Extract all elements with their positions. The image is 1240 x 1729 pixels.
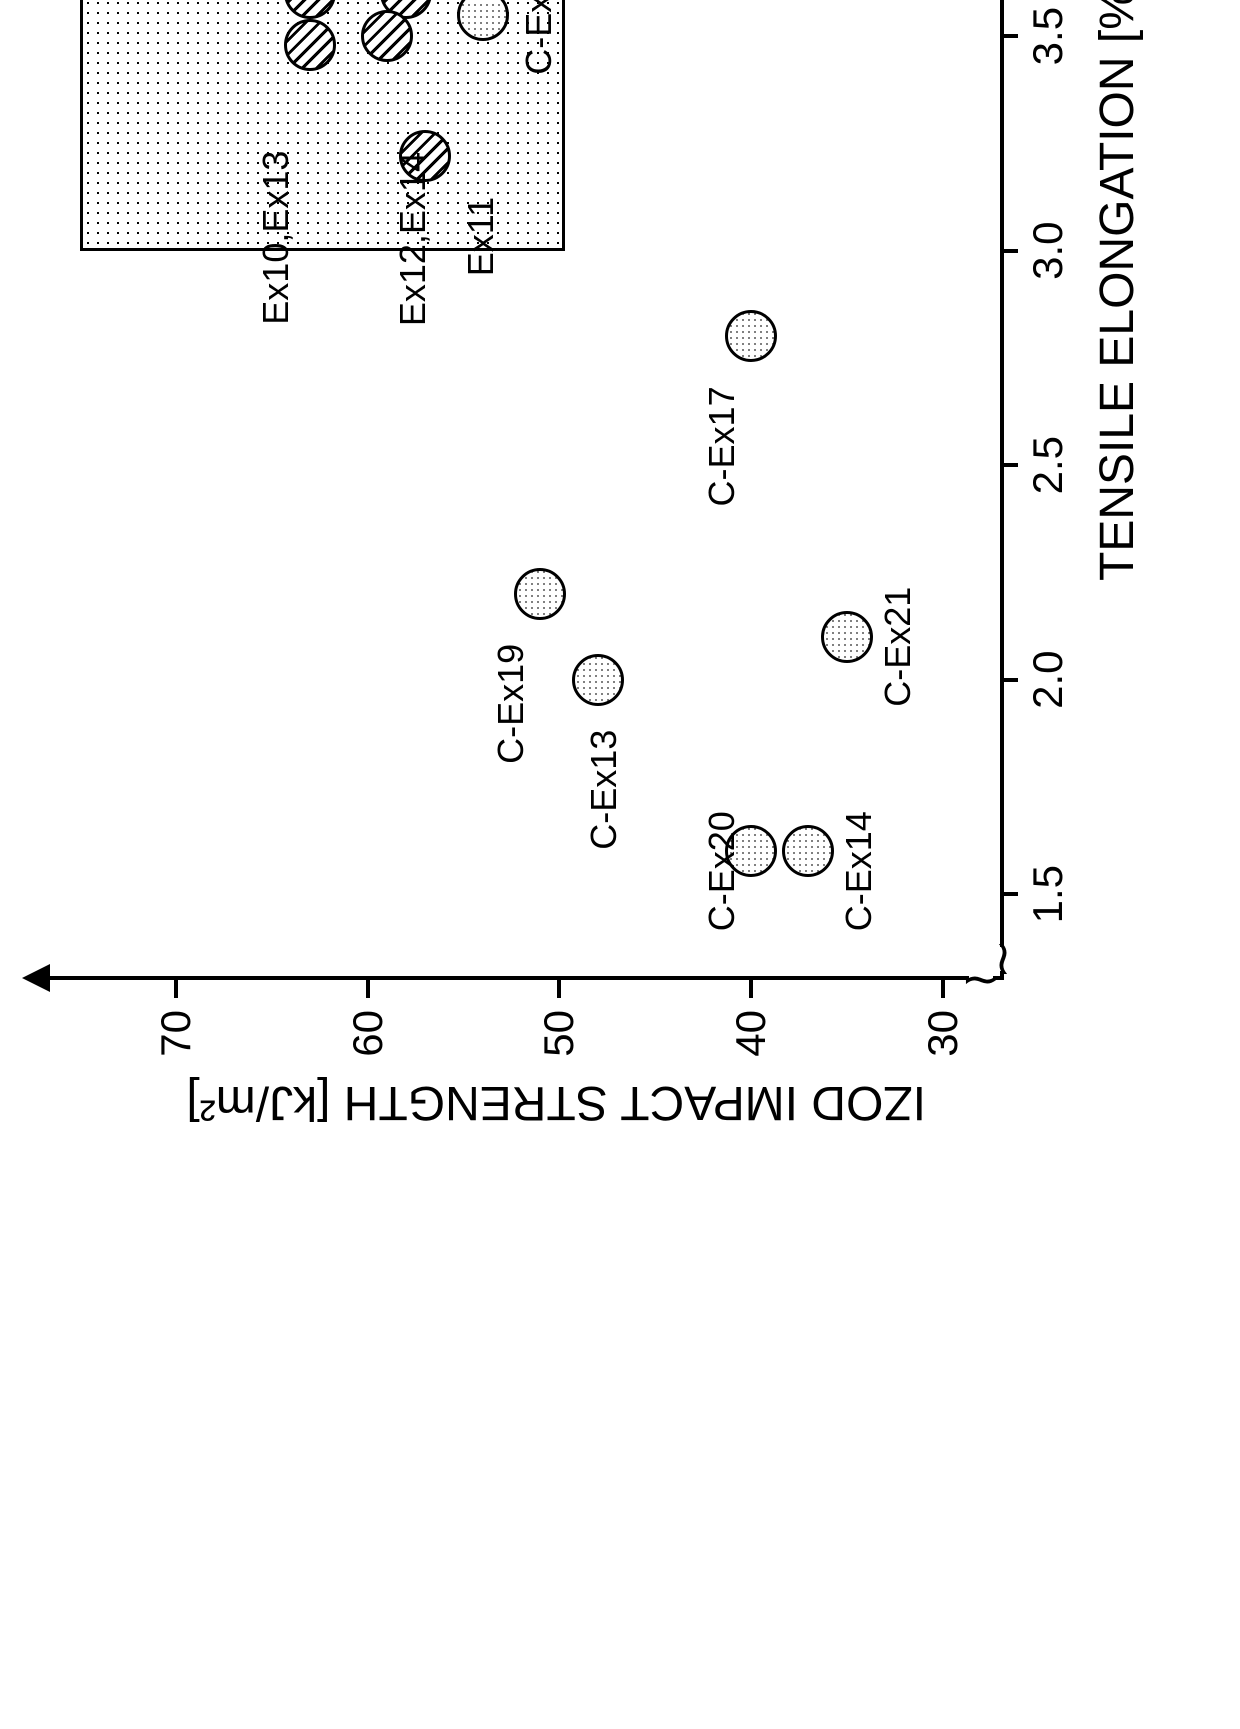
scatter-plot: ≀≀1.52.02.53.03.54.03040506070aEx8Ex9Ex1… <box>80 0 1000 980</box>
point-label: C-Ex14 <box>838 811 880 931</box>
x-axis-label: TENSILE ELONGATION [%] <box>1090 0 1145 581</box>
x-axis-break: ≀ <box>994 947 1006 971</box>
point-label: Ex12,Ex14 <box>392 152 434 326</box>
point-label: C-Ex20 <box>701 811 743 931</box>
point-label: Ex10,Ex13 <box>255 151 297 325</box>
y-tick-label: 40 <box>727 1010 775 1080</box>
y-tick-label: 70 <box>152 1010 200 1080</box>
y-tick <box>174 980 178 998</box>
x-tick <box>1000 34 1018 38</box>
point-label: C-Ex17 <box>701 386 743 506</box>
point-c-ex13 <box>572 654 624 706</box>
y-axis <box>50 976 1000 980</box>
y-tick <box>366 980 370 998</box>
point-c-ex19 <box>514 568 566 620</box>
x-tick-label: 1.5 <box>1024 865 1072 923</box>
y-axis-label: IZOD IMPACT STRENGTH [kJ/m²] <box>187 1075 927 1130</box>
point-label: C-Ex13 <box>583 730 625 850</box>
x-tick-label: 3.5 <box>1024 7 1072 65</box>
point-c-ex17 <box>725 310 777 362</box>
y-tick-label: 30 <box>919 1010 967 1080</box>
point-c-ex14 <box>782 825 834 877</box>
point-ex10-ex13 <box>284 19 336 71</box>
y-tick-label: 60 <box>344 1010 392 1080</box>
y-axis-arrow <box>22 964 50 992</box>
point-label: C-Ex16 <box>518 0 560 75</box>
point-c-ex21 <box>821 611 873 663</box>
y-tick <box>557 980 561 998</box>
point-ex12-ex14 <box>361 10 413 62</box>
x-tick-label: 2.5 <box>1024 436 1072 494</box>
x-tick <box>1000 892 1018 896</box>
x-tick <box>1000 463 1018 467</box>
x-axis <box>1000 0 1004 980</box>
point-label: C-Ex19 <box>490 644 532 764</box>
point-label: C-Ex21 <box>877 587 919 707</box>
y-tick <box>749 980 753 998</box>
point-label: Ex11 <box>460 197 502 276</box>
x-tick-label: 3.0 <box>1024 221 1072 279</box>
x-tick <box>1000 249 1018 253</box>
x-tick-label: 2.0 <box>1024 650 1072 708</box>
y-tick-label: 50 <box>535 1010 583 1080</box>
y-tick <box>941 980 945 998</box>
y-axis-break: ≀ <box>969 971 993 989</box>
x-tick <box>1000 678 1018 682</box>
